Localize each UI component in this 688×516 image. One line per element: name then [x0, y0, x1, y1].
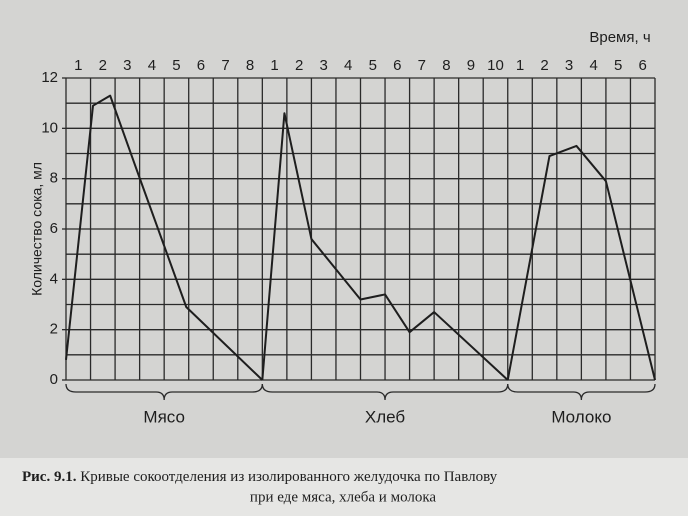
- line: [261, 112, 509, 381]
- x-tick-label: 3: [123, 57, 131, 74]
- x-tick-label: 10: [487, 57, 504, 74]
- group-brace: [507, 383, 656, 401]
- group-label: Молоко: [551, 407, 611, 426]
- y-tick-label: 6: [50, 220, 58, 237]
- y-tick-label: 8: [50, 170, 58, 187]
- x-tick-label: 8: [442, 57, 450, 74]
- y-tick-label: 2: [50, 321, 58, 338]
- x-tick-label: 2: [99, 57, 107, 74]
- x-tick-label: 1: [74, 57, 82, 74]
- group-brace: [65, 383, 263, 401]
- caption-line2: при еде мяса, хлеба и молока: [250, 489, 436, 505]
- y-tick-label: 4: [50, 270, 58, 287]
- x-tick-label: 5: [614, 57, 622, 74]
- x-tick-label: 6: [197, 57, 205, 74]
- x-tick-label: 7: [221, 57, 229, 74]
- x-tick-label: 9: [467, 57, 475, 74]
- x-tick-label: 1: [516, 57, 524, 74]
- x-tick-label: 6: [393, 57, 401, 74]
- x-tick-label: 4: [148, 57, 156, 74]
- x-tick-label: 4: [344, 57, 352, 74]
- x-tick-label: 3: [320, 57, 328, 74]
- x-tick-label: 6: [639, 57, 647, 74]
- caption-line1: Кривые сокоотделения из изолированного ж…: [80, 469, 497, 485]
- caption-background: [0, 458, 688, 516]
- x-tick-label: 5: [369, 57, 377, 74]
- line: [65, 94, 264, 381]
- y-tick-label: 12: [41, 69, 58, 86]
- group-label: Мясо: [143, 407, 185, 426]
- x-tick-label: 1: [270, 57, 278, 74]
- x-tick-label: 8: [246, 57, 254, 74]
- y-tick-label: 0: [50, 371, 58, 388]
- x-tick-label: 2: [540, 57, 548, 74]
- x-tick-label: 4: [589, 57, 597, 74]
- line: [506, 144, 656, 381]
- x-tick-label: 5: [172, 57, 180, 74]
- caption: Рис. 9.1. Кривые сокоотделения из изолир…: [22, 469, 498, 485]
- y-tick-label: 10: [41, 119, 58, 136]
- y-axis-label: Количество сока, мл: [29, 162, 45, 296]
- group-label: Хлеб: [365, 407, 406, 426]
- x-tick-label: 7: [418, 57, 426, 74]
- x-tick-label: 3: [565, 57, 573, 74]
- x-tick-label: 2: [295, 57, 303, 74]
- caption-label: Рис. 9.1.: [22, 469, 77, 485]
- x-axis-label: Время, ч: [589, 29, 650, 46]
- group-brace: [261, 383, 509, 401]
